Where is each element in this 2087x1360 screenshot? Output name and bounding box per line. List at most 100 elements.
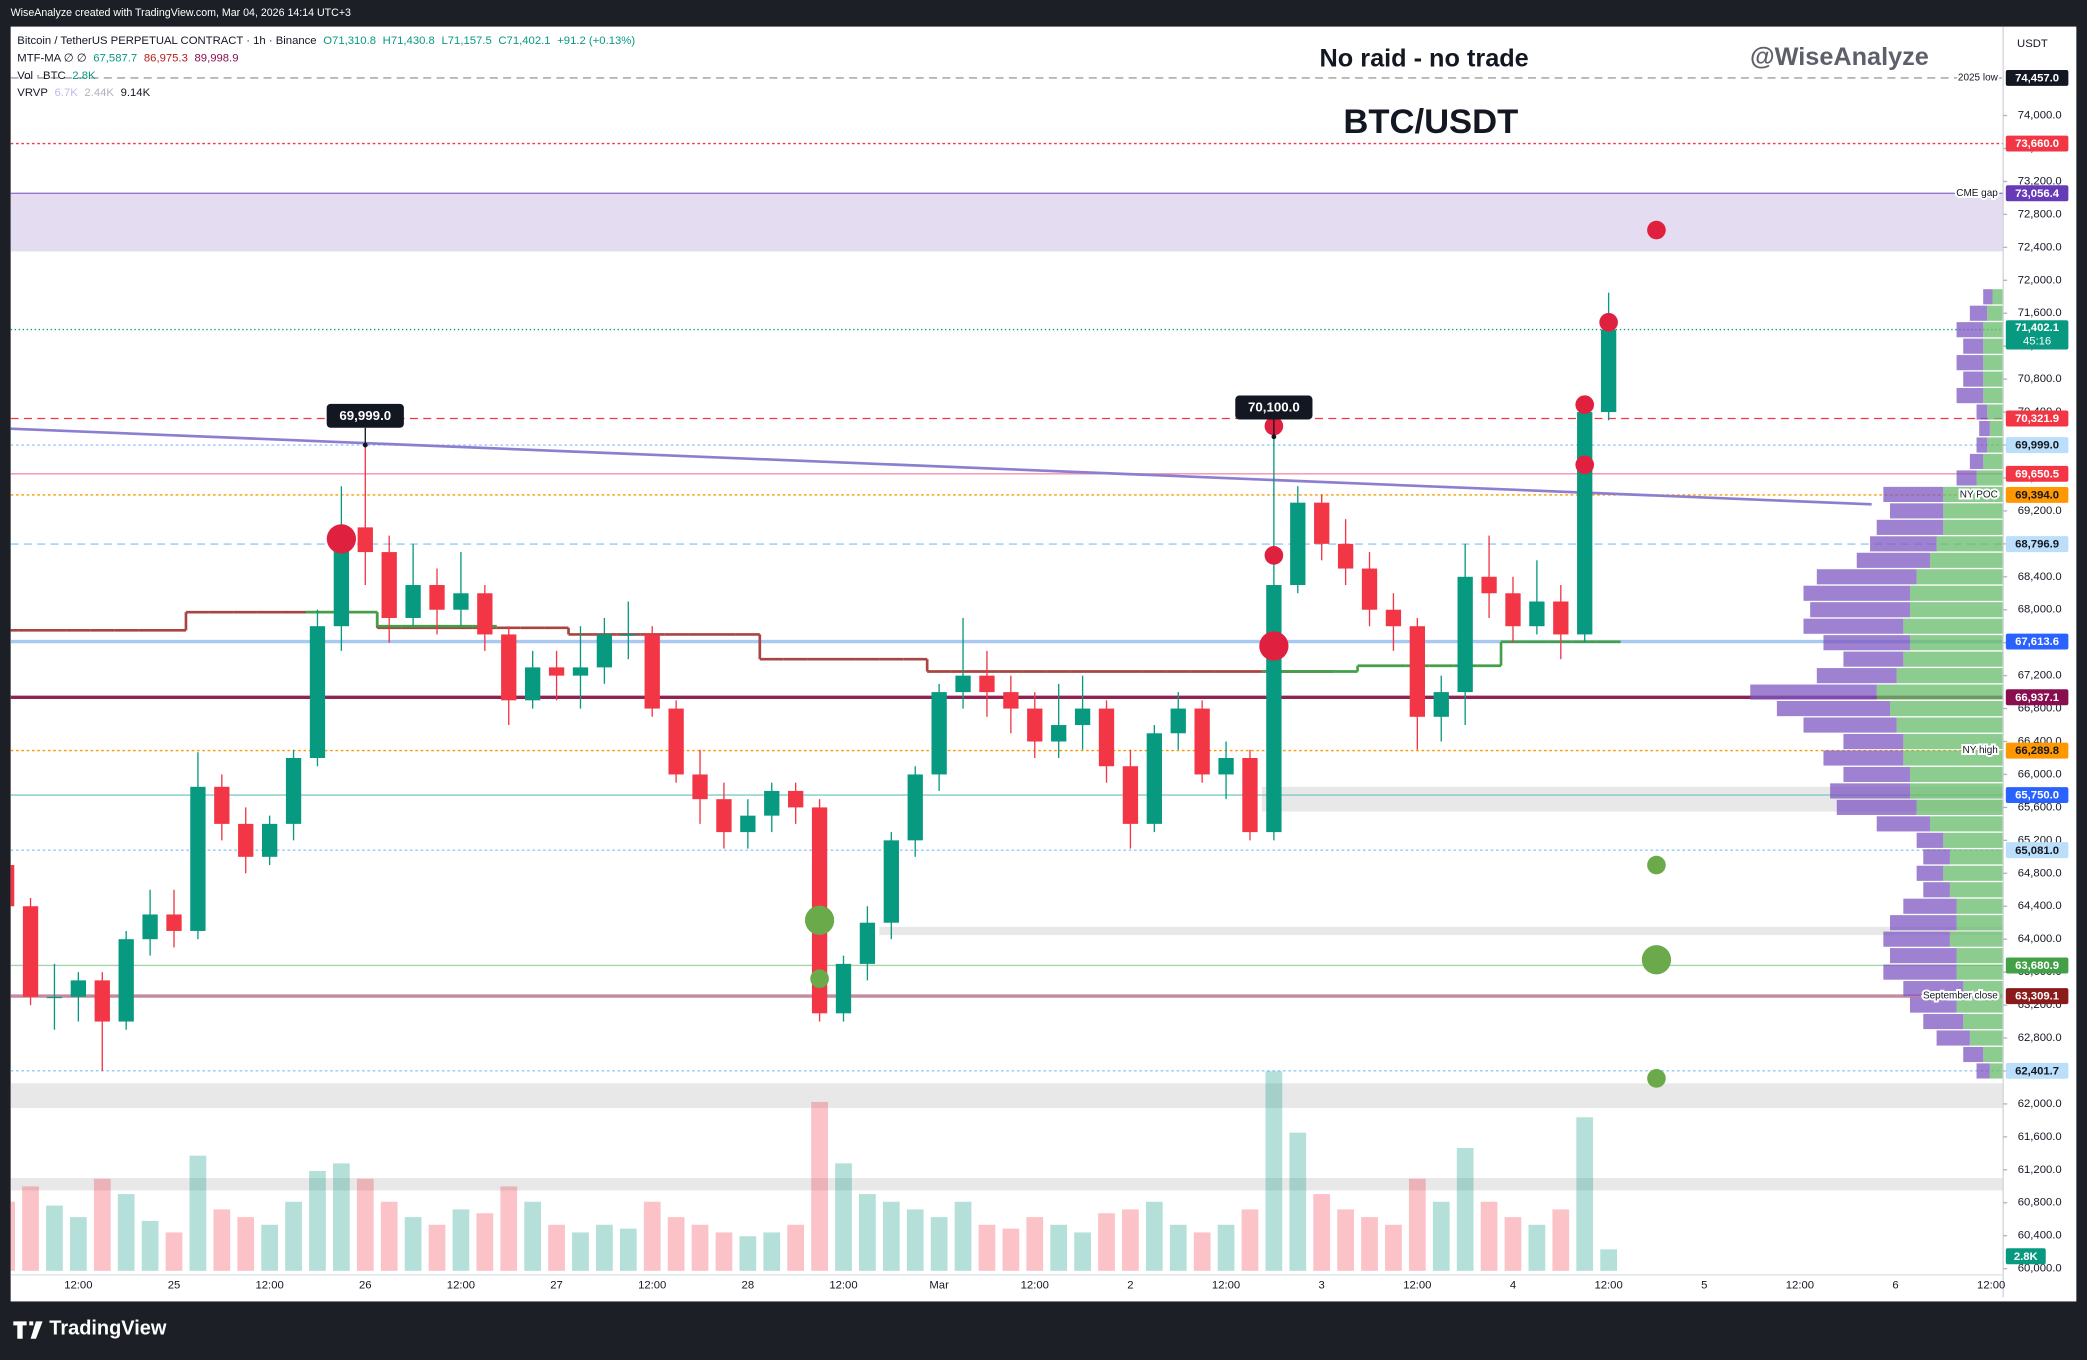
x-tick-label: 12:00: [447, 1279, 475, 1291]
profile-buy: [1987, 305, 2004, 321]
candle-body: [1337, 543, 1354, 569]
profile-sell: [1750, 684, 1877, 700]
volume-bar: [356, 1178, 374, 1271]
callout-box: [326, 403, 404, 428]
profile-buy: [1987, 404, 2004, 420]
ohlc-value: H71,430.8: [383, 35, 435, 47]
volume-bar: [859, 1194, 876, 1271]
profile-buy: [1909, 635, 2004, 651]
profile-sell: [1883, 931, 1950, 947]
volume-bar: [548, 1224, 565, 1271]
profile-sell: [1976, 437, 1988, 453]
marker: [810, 969, 829, 989]
candle-body: [1553, 601, 1569, 635]
profile-buy: [1943, 486, 2004, 502]
level-label: 73,660.0: [2015, 138, 2059, 150]
x-tick-label: 25: [168, 1279, 181, 1291]
volume-bar: [1074, 1232, 1091, 1271]
profile-buy: [1989, 1063, 2004, 1079]
candle-body: [979, 675, 995, 693]
profile-buy: [1903, 733, 2004, 750]
candle-body: [1122, 766, 1139, 824]
level-label: 68,796.9: [2015, 539, 2059, 551]
level-label: 65,750.0: [2015, 790, 2059, 802]
profile-buy: [1956, 948, 2004, 964]
profile-buy: [1929, 816, 2004, 832]
y-tick-label: 64,400.0: [2018, 900, 2062, 912]
profile-sell: [1870, 536, 1937, 552]
axes: 60,000.0 60,400.0 60,800.0 61,200.0 61,600.0…: [64, 69, 2069, 1291]
level-note: September close: [1923, 991, 1998, 1002]
candle-body: [190, 786, 206, 931]
volume-bar: [428, 1224, 446, 1271]
profile-sell: [1876, 816, 1930, 832]
marker: [1599, 312, 1618, 332]
candle-body: [1003, 692, 1019, 709]
profile-sell: [1803, 585, 1910, 601]
candle-body: [1481, 576, 1497, 594]
candle-body: [1074, 708, 1091, 726]
candle-body: [907, 774, 923, 841]
profile-buy: [1943, 832, 2004, 848]
volume-bar: [285, 1201, 302, 1271]
y-tick-label: 62,000.0: [2018, 1098, 2062, 1110]
candle-body: [357, 527, 373, 553]
volume-bar: [10, 1201, 15, 1271]
y-tick-label: 61,200.0: [2018, 1164, 2062, 1176]
candle-body: [381, 552, 397, 618]
profile-sell: [1909, 997, 1957, 1013]
legend-line: Vol · BTC 2.8K: [17, 70, 96, 82]
profile-buy: [1956, 997, 2004, 1013]
legend: Bitcoin / TetherUS PERPETUAL CONTRACT · …: [17, 35, 635, 99]
candle-body: [548, 667, 565, 676]
candle-body: [764, 790, 780, 816]
profile-buy: [1896, 717, 2004, 733]
candle-body: [142, 914, 158, 940]
candle-body: [166, 914, 182, 931]
profile-buy: [1909, 585, 2004, 601]
candle-body: [668, 708, 684, 775]
level-label: 70,321.9: [2015, 413, 2059, 425]
profile-sell: [1903, 981, 1964, 997]
y-tick-label: 72,000.0: [2018, 274, 2062, 286]
y-tick-label: 73,200.0: [2018, 175, 2062, 187]
y-tick-label: 67,200.0: [2018, 670, 2062, 682]
profile-buy: [1909, 766, 2004, 783]
y-tick-label: 70,800.0: [2018, 373, 2062, 385]
level-label: 67,613.6: [2015, 636, 2059, 648]
zone: [10, 1083, 2004, 1109]
y-tick-label: 63,200.0: [2018, 999, 2062, 1011]
y-tick-label: 69,200.0: [2018, 505, 2062, 517]
candle-body: [405, 585, 421, 618]
candle-body: [1146, 733, 1162, 824]
ma-reading: 86,975.3: [144, 53, 188, 65]
profile-buy: [1983, 371, 2004, 387]
volume-bar: [189, 1155, 207, 1271]
profile-total: 2.44K: [84, 87, 114, 99]
ohlc-value: C71,402.1: [498, 35, 550, 47]
level-label-bg: [2005, 437, 2069, 454]
level-label: 62,401.7: [2015, 1065, 2059, 1077]
candle-body: [955, 675, 971, 693]
x-tick-label: 12:00: [256, 1279, 284, 1291]
volume-bar: [46, 1205, 63, 1271]
profile-sell: [1843, 651, 1904, 667]
candle-body: [835, 963, 852, 1014]
volume-bar: [643, 1201, 661, 1271]
footer: TradingView: [13, 1318, 167, 1340]
candle-body: [94, 980, 110, 1022]
candle-body: [46, 996, 63, 999]
x-tick-label: 28: [742, 1279, 755, 1291]
profile-buy: [1943, 503, 2004, 519]
candle-body: [931, 692, 947, 775]
volume-bar: [1241, 1209, 1259, 1271]
plot-area: 69,999.0 70,100.0: [10, 77, 2004, 1271]
y-tick-label: 62,800.0: [2018, 1032, 2062, 1044]
currency: USDT: [2017, 38, 2048, 50]
ma-reading: 67,587.7: [93, 53, 137, 65]
candle-body: [859, 922, 876, 964]
volume-bar: [1408, 1178, 1426, 1271]
candle-body: [1027, 708, 1043, 742]
level-label-bg: [2005, 1062, 2069, 1079]
candle-body: [309, 626, 326, 758]
